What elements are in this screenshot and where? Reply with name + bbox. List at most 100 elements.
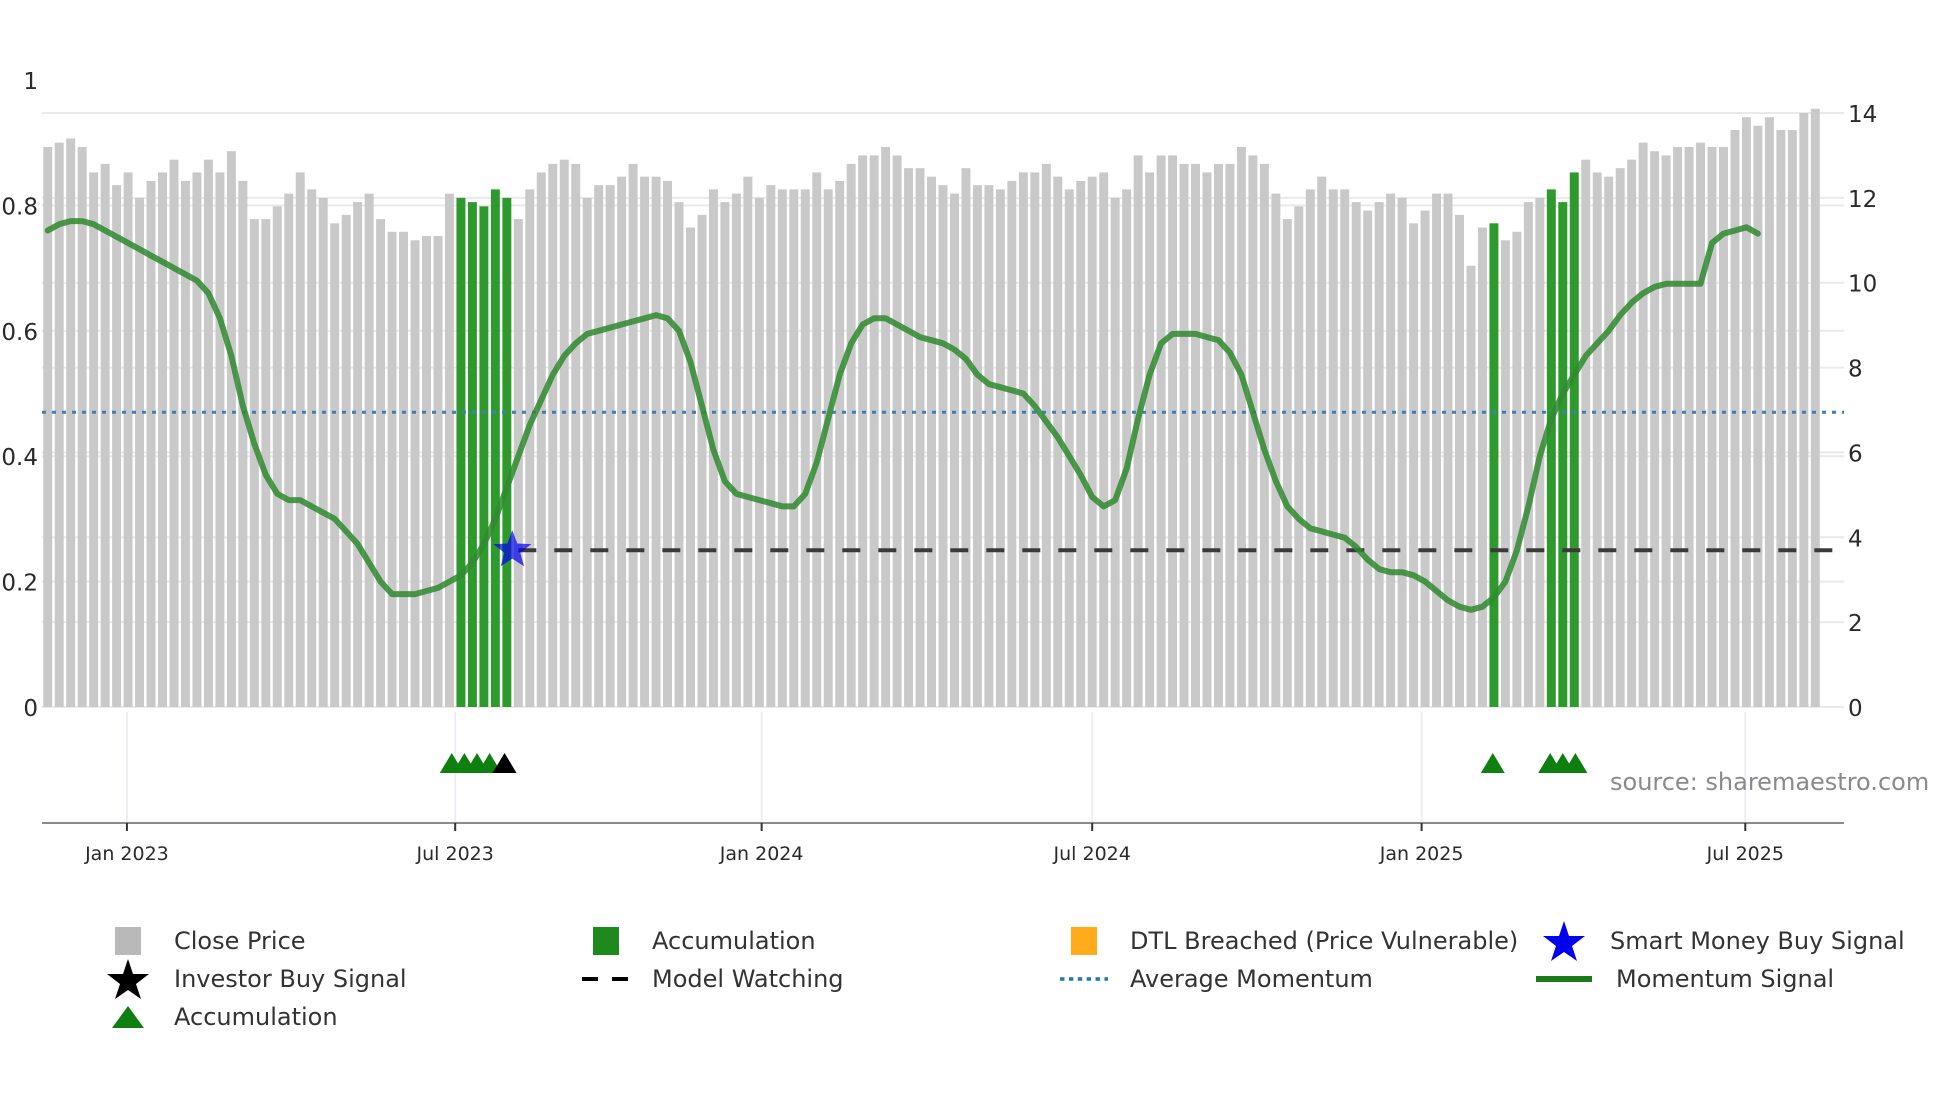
close-price-bar[interactable] (169, 159, 179, 707)
close-price-bar[interactable] (1156, 155, 1166, 707)
close-price-bar[interactable] (812, 172, 822, 707)
close-price-bar[interactable] (135, 197, 145, 707)
close-price-bar[interactable] (777, 189, 787, 707)
close-price-bar[interactable] (1432, 193, 1442, 708)
close-price-bar[interactable] (318, 197, 328, 707)
close-price-bar[interactable] (1363, 210, 1373, 708)
close-price-bar[interactable] (341, 214, 351, 708)
legend-item-model-watching[interactable]: Model Watching (582, 962, 844, 996)
close-price-bar[interactable] (1259, 163, 1269, 707)
legend-item-accumulation-bar[interactable]: Accumulation (582, 924, 816, 958)
close-price-bar[interactable] (1236, 146, 1246, 707)
close-price-bar[interactable] (1707, 146, 1717, 707)
close-price-bar[interactable] (1213, 163, 1223, 707)
close-price-bar[interactable] (1741, 117, 1751, 707)
close-price-bar[interactable] (410, 240, 420, 708)
close-price-bar[interactable] (54, 142, 64, 707)
close-price-bar[interactable] (1282, 219, 1292, 708)
close-price-bar[interactable] (1064, 189, 1074, 707)
close-price-bar[interactable] (1076, 180, 1086, 707)
close-price-bar[interactable] (1374, 202, 1384, 707)
accumulation-triangle-icon[interactable] (1563, 753, 1588, 773)
close-price-bar[interactable] (1030, 172, 1040, 707)
close-price-bar[interactable] (146, 180, 156, 707)
close-price-bar[interactable] (1787, 129, 1797, 707)
close-price-bar[interactable] (272, 206, 282, 708)
close-price-bar[interactable] (433, 236, 443, 708)
close-price-bar[interactable] (617, 176, 627, 708)
close-price-bar[interactable] (1455, 214, 1464, 708)
close-price-bar[interactable] (984, 185, 994, 708)
close-price-bar[interactable] (869, 155, 879, 707)
accumulation-bar[interactable] (467, 202, 477, 707)
close-price-bar[interactable] (1041, 163, 1051, 707)
close-price-bar[interactable] (238, 180, 248, 707)
close-price-bar[interactable] (1397, 197, 1407, 707)
close-price-bar[interactable] (1122, 189, 1132, 707)
close-price-bar[interactable] (1650, 151, 1660, 707)
close-price-bar[interactable] (582, 197, 592, 707)
accumulation-bar[interactable] (490, 189, 500, 707)
close-price-bar[interactable] (1191, 163, 1200, 707)
close-price-bar[interactable] (1179, 163, 1189, 707)
close-price-bar[interactable] (548, 163, 558, 707)
close-price-bar[interactable] (180, 180, 190, 707)
close-price-bar[interactable] (640, 176, 650, 708)
close-price-bar[interactable] (295, 172, 305, 707)
close-price-bar[interactable] (789, 189, 799, 707)
close-price-bar[interactable] (112, 185, 122, 708)
close-price-bar[interactable] (594, 185, 604, 708)
legend-item-momentum-signal[interactable]: Momentum Signal (1534, 962, 1834, 996)
close-price-bar[interactable] (1500, 240, 1510, 708)
accumulation-bar[interactable] (456, 197, 466, 707)
close-price-bar[interactable] (66, 138, 76, 707)
close-price-bar[interactable] (571, 163, 581, 707)
close-price-bar[interactable] (387, 231, 397, 708)
close-price-bar[interactable] (881, 146, 891, 707)
close-price-bar[interactable] (1604, 176, 1614, 708)
close-price-bar[interactable] (1305, 189, 1315, 707)
close-price-bar[interactable] (1087, 176, 1097, 708)
close-price-bar[interactable] (858, 155, 868, 707)
close-price-bar[interactable] (100, 163, 110, 707)
close-price-bar[interactable] (686, 227, 695, 708)
close-price-bar[interactable] (364, 193, 374, 708)
accumulation-bar[interactable] (1546, 189, 1556, 707)
close-price-bar[interactable] (995, 189, 1005, 707)
close-price-bar[interactable] (203, 159, 213, 707)
close-price-bar[interactable] (846, 163, 856, 707)
close-price-bar[interactable] (226, 151, 236, 707)
close-price-bar[interactable] (1638, 142, 1648, 707)
close-price-bar[interactable] (399, 231, 409, 708)
close-price-bar[interactable] (353, 202, 363, 707)
close-price-bar[interactable] (1673, 146, 1683, 707)
close-price-bar[interactable] (284, 193, 294, 708)
close-price-bar[interactable] (1477, 227, 1487, 708)
accumulation-bar[interactable] (1489, 223, 1499, 708)
close-price-bar[interactable] (89, 172, 99, 707)
close-price-bar[interactable] (1719, 146, 1728, 707)
close-price-bar[interactable] (249, 219, 259, 708)
close-price-bar[interactable] (1420, 210, 1430, 708)
close-price-bar[interactable] (1443, 193, 1453, 708)
close-price-bar[interactable] (1627, 159, 1637, 707)
close-price-bar[interactable] (915, 168, 925, 707)
close-price-bar[interactable] (1799, 113, 1809, 707)
close-price-bar[interactable] (720, 202, 730, 707)
close-price-bar[interactable] (1145, 172, 1155, 707)
close-price-bar[interactable] (1248, 155, 1258, 707)
close-price-bar[interactable] (1099, 172, 1109, 707)
close-price-bar[interactable] (835, 180, 845, 707)
close-price-bar[interactable] (525, 189, 535, 707)
close-price-bar[interactable] (1810, 108, 1820, 707)
close-price-bar[interactable] (1696, 142, 1706, 707)
close-price-bar[interactable] (1225, 163, 1235, 707)
close-price-bar[interactable] (1317, 176, 1327, 708)
smart-money-star-icon[interactable] (493, 530, 532, 567)
close-price-bar[interactable] (1592, 172, 1602, 707)
close-price-bar[interactable] (376, 219, 386, 708)
close-price-bar[interactable] (330, 223, 340, 708)
legend-item-smart-money[interactable]: Smart Money Buy Signal (1540, 921, 1905, 961)
close-price-bar[interactable] (904, 168, 914, 707)
close-price-bar[interactable] (536, 172, 546, 707)
